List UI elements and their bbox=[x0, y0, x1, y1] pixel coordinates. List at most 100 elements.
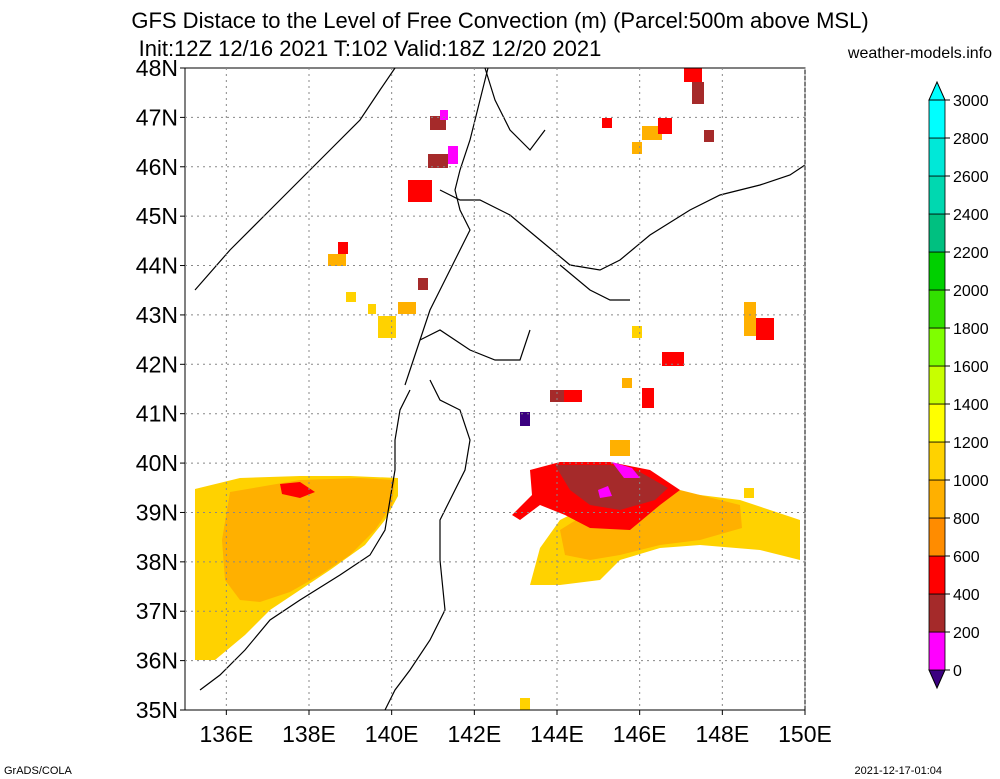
colorbar-segment bbox=[928, 175, 946, 215]
colorbar-label: 2200 bbox=[953, 245, 989, 262]
colorbar-segment bbox=[928, 365, 946, 405]
colorbar-label: 1000 bbox=[953, 473, 989, 490]
colorbar-segment bbox=[928, 631, 946, 671]
colorbar-segment bbox=[928, 479, 946, 519]
plot-frame bbox=[184, 67, 806, 711]
cell bbox=[440, 110, 448, 120]
colorbar-label: 200 bbox=[953, 625, 980, 642]
cell bbox=[368, 304, 376, 314]
cell bbox=[658, 118, 672, 134]
colorbar-label: 0 bbox=[953, 663, 962, 680]
colorbar-segment bbox=[928, 289, 946, 329]
gridlines bbox=[185, 68, 806, 710]
cell bbox=[602, 118, 612, 128]
colorbar-segment bbox=[928, 441, 946, 481]
lat-tick-label: 43N bbox=[136, 302, 178, 328]
colorbar-label: 400 bbox=[953, 587, 980, 604]
cell bbox=[610, 440, 630, 456]
coastlines bbox=[194, 67, 806, 711]
cell bbox=[338, 242, 348, 254]
colorbar-segment bbox=[928, 213, 946, 253]
cell bbox=[418, 278, 428, 290]
cell bbox=[378, 316, 396, 338]
lon-tick-label: 150E bbox=[778, 721, 832, 747]
colorbar-label: 3000 bbox=[953, 93, 989, 110]
cell bbox=[632, 142, 642, 154]
colorbar-segment bbox=[928, 517, 946, 557]
lat-tick-label: 42N bbox=[136, 351, 178, 377]
field-west-red bbox=[280, 482, 315, 498]
cell bbox=[684, 68, 702, 82]
chart-title: GFS Distace to the Level of Free Convect… bbox=[131, 8, 869, 33]
colorbar-segment bbox=[928, 251, 946, 291]
lat-tick-label: 46N bbox=[136, 154, 178, 180]
colorbar-segment bbox=[928, 403, 946, 443]
cell bbox=[328, 254, 346, 266]
axis-ticks: 35N 36N 37N 38N 39N 40N 41N 42N 43N 44N 45N 46N 47N 4… bbox=[136, 55, 832, 747]
field-east-magenta bbox=[612, 462, 640, 478]
field-east-magenta2 bbox=[598, 486, 612, 498]
colorbar-label: 1800 bbox=[953, 321, 989, 338]
lat-tick-label: 47N bbox=[136, 104, 178, 130]
colorbar-label: 600 bbox=[953, 549, 980, 566]
lat-tick-label: 45N bbox=[136, 203, 178, 229]
lat-tick-label: 41N bbox=[136, 401, 178, 427]
colorbar-segment bbox=[928, 593, 946, 633]
footer-timestamp: 2021-12-17-01:04 bbox=[854, 765, 942, 777]
lat-tick-label: 39N bbox=[136, 499, 178, 525]
colorbar-segment bbox=[928, 99, 946, 139]
lat-tick-label: 37N bbox=[136, 598, 178, 624]
colorbar-label: 1200 bbox=[953, 435, 989, 452]
colorbar-min-arrow bbox=[928, 669, 946, 690]
cell bbox=[408, 180, 432, 202]
field-west-orange bbox=[222, 478, 395, 602]
colorbar-label: 800 bbox=[953, 511, 980, 528]
colorbar-label: 1400 bbox=[953, 397, 989, 414]
lat-tick-label: 40N bbox=[136, 450, 178, 476]
lat-tick-label: 38N bbox=[136, 549, 178, 575]
lat-tick-label: 35N bbox=[136, 697, 178, 723]
colorbar-label: 2000 bbox=[953, 283, 989, 300]
cell bbox=[704, 130, 714, 142]
cell bbox=[632, 326, 642, 338]
colorbar-label: 2600 bbox=[953, 169, 989, 186]
lat-tick-label: 48N bbox=[136, 55, 178, 81]
cell bbox=[564, 390, 582, 402]
cell bbox=[744, 302, 756, 336]
lat-tick-label: 36N bbox=[136, 648, 178, 674]
field-east-orange bbox=[560, 480, 742, 560]
lon-tick-label: 138E bbox=[282, 721, 336, 747]
site-label: weather-models.info bbox=[847, 45, 992, 62]
cell bbox=[744, 488, 754, 498]
colorbar-label: 1600 bbox=[953, 359, 989, 376]
lon-tick-label: 136E bbox=[199, 721, 253, 747]
lon-tick-label: 148E bbox=[695, 721, 749, 747]
cell bbox=[398, 302, 416, 314]
field-layer bbox=[195, 68, 800, 710]
cell bbox=[448, 146, 458, 164]
lon-tick-label: 140E bbox=[365, 721, 419, 747]
cell bbox=[692, 82, 704, 104]
cell bbox=[756, 318, 774, 340]
cell bbox=[622, 378, 632, 388]
colorbar-segment bbox=[928, 137, 946, 177]
colorbar-max-arrow bbox=[928, 80, 946, 101]
colorbar-segment bbox=[928, 327, 946, 367]
lon-tick-label: 144E bbox=[530, 721, 584, 747]
cell bbox=[662, 352, 684, 366]
cell bbox=[428, 154, 448, 168]
cell bbox=[642, 126, 662, 140]
cell bbox=[520, 698, 530, 710]
cell bbox=[520, 412, 530, 426]
chart-subtitle: Init:12Z 12/16 2021 T:102 Valid:18Z 12/2… bbox=[138, 36, 602, 61]
cell bbox=[346, 292, 356, 302]
cell bbox=[642, 388, 654, 408]
colorbar: 0 200 400 600 800 1000 1200 1400 1600 1800 2000 220… bbox=[928, 80, 989, 690]
lon-tick-label: 146E bbox=[613, 721, 667, 747]
colorbar-label: 2800 bbox=[953, 131, 989, 148]
footer-credit: GrADS/COLA bbox=[4, 765, 72, 777]
lat-tick-label: 44N bbox=[136, 253, 178, 279]
colorbar-segment bbox=[928, 555, 946, 595]
lon-tick-label: 142E bbox=[447, 721, 501, 747]
